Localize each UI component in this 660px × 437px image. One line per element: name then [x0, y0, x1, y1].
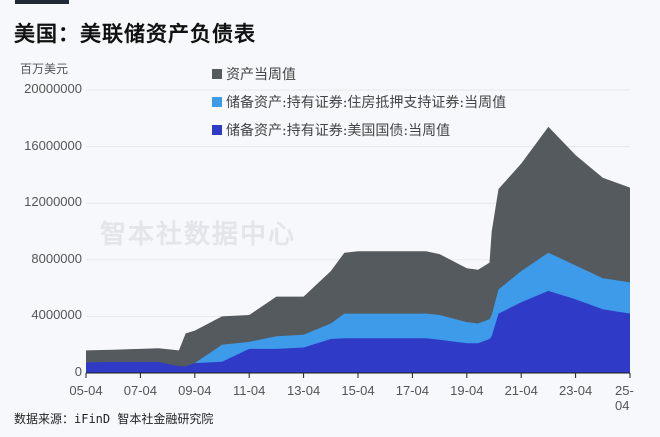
- legend-item-treasuries: 储备资产:持有证券:美国国债:当周值: [212, 116, 506, 144]
- legend-label: 资产当周值: [226, 67, 296, 83]
- watermark: 智本社数据中心: [100, 220, 297, 250]
- legend-item-mbs: 储备资产:持有证券:住房抵押支持证券:当周值: [212, 88, 506, 116]
- legend-swatch-icon: [212, 69, 222, 79]
- x-tick-label: 21-04: [504, 383, 538, 398]
- x-tick-label: 11-04: [233, 383, 266, 398]
- y-tick-label: 12000000: [24, 194, 82, 210]
- data-source-note: 数据来源：iFinD 智本社金融研究院: [14, 412, 214, 426]
- chart-title: 美国：美联储资产负债表: [14, 22, 256, 46]
- y-tick-label: 20000000: [24, 81, 82, 96]
- legend-swatch-icon: [212, 97, 222, 107]
- x-tick-label: 15-04: [341, 383, 375, 398]
- legend-label: 储备资产:持有证券:美国国债:当周值: [226, 123, 451, 139]
- x-tick-label: 23-04: [558, 383, 593, 398]
- x-tick-label: 25-04: [615, 383, 634, 413]
- x-tick-label: 09-04: [178, 383, 212, 398]
- title-accent-bar: [15, 0, 69, 4]
- x-tick-label: 07-04: [123, 383, 158, 398]
- legend-item-total-assets: 资产当周值: [212, 60, 506, 88]
- y-axis-unit: 百万美元: [20, 62, 69, 76]
- legend-label: 储备资产:持有证券:住房抵押支持证券:当周值: [226, 95, 507, 111]
- y-tick-label: 16000000: [24, 137, 82, 153]
- x-axis-ticks: [85, 373, 631, 378]
- x-tick-label: 19-04: [450, 383, 484, 398]
- y-tick-label: 0: [74, 364, 82, 379]
- x-tick-label: 17-04: [395, 383, 430, 398]
- area-treasuries: [86, 290, 630, 373]
- legend-swatch-icon: [212, 125, 222, 135]
- x-tick-label: 05-04: [69, 383, 103, 398]
- x-tick-label: 13-04: [286, 383, 321, 398]
- y-tick-label: 4000000: [31, 307, 82, 323]
- y-tick-label: 8000000: [31, 250, 82, 266]
- legend: 资产当周值 储备资产:持有证券:住房抵押支持证券:当周值 储备资产:持有证券:美…: [212, 60, 506, 144]
